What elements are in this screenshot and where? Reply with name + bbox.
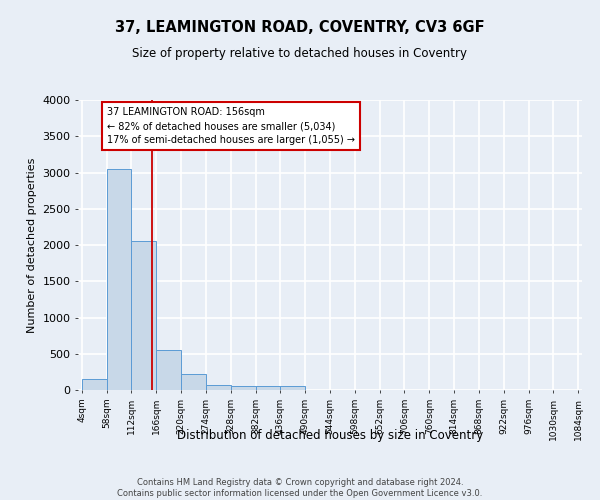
- Text: Distribution of detached houses by size in Coventry: Distribution of detached houses by size …: [177, 430, 483, 442]
- Bar: [280, 386, 305, 390]
- Bar: [181, 374, 206, 390]
- Text: 37, LEAMINGTON ROAD, COVENTRY, CV3 6GF: 37, LEAMINGTON ROAD, COVENTRY, CV3 6GF: [115, 20, 485, 35]
- Text: Size of property relative to detached houses in Coventry: Size of property relative to detached ho…: [133, 48, 467, 60]
- Text: 37 LEAMINGTON ROAD: 156sqm
← 82% of detached houses are smaller (5,034)
17% of s: 37 LEAMINGTON ROAD: 156sqm ← 82% of deta…: [107, 108, 355, 146]
- Bar: [131, 242, 156, 390]
- Bar: [256, 386, 280, 390]
- Y-axis label: Number of detached properties: Number of detached properties: [26, 158, 37, 332]
- Bar: [107, 169, 131, 390]
- Text: Contains HM Land Registry data © Crown copyright and database right 2024.
Contai: Contains HM Land Registry data © Crown c…: [118, 478, 482, 498]
- Bar: [230, 386, 256, 390]
- Bar: [206, 384, 230, 390]
- Bar: [156, 350, 181, 390]
- Bar: [82, 379, 107, 390]
